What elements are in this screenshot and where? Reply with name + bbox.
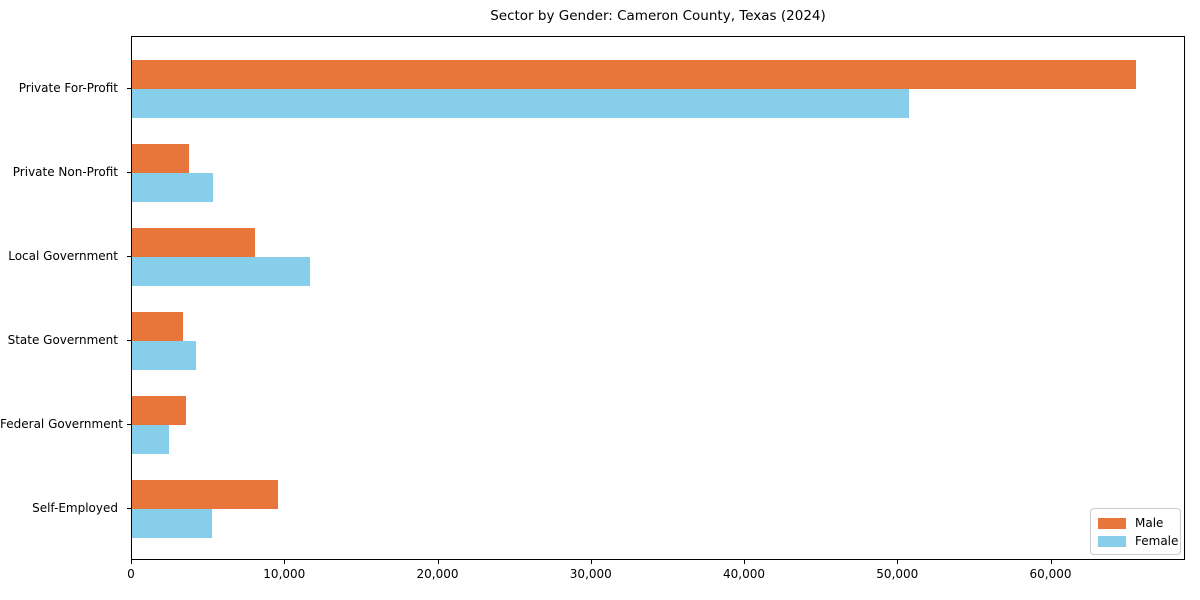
bar-female-4 bbox=[132, 425, 169, 455]
y-tick bbox=[127, 171, 131, 173]
bar-male-4 bbox=[132, 396, 186, 426]
bar-male-0 bbox=[132, 59, 1136, 89]
y-tick bbox=[127, 424, 131, 426]
x-tick-label: 20,000 bbox=[416, 567, 459, 581]
y-tick bbox=[127, 508, 131, 510]
x-tick bbox=[744, 560, 745, 564]
x-tick bbox=[1050, 560, 1052, 564]
x-tick-label: 40,000 bbox=[723, 567, 765, 581]
x-tick bbox=[284, 560, 286, 564]
y-axis-label: Federal Government bbox=[0, 417, 123, 432]
bar-male-2 bbox=[132, 227, 255, 257]
y-axis-label: Private For-Profit bbox=[18, 80, 118, 95]
bar-female-3 bbox=[132, 341, 197, 370]
y-axis-label: Self-Employed bbox=[32, 501, 118, 516]
x-tick bbox=[437, 560, 439, 564]
bar-male-5 bbox=[132, 480, 278, 510]
legend: Male Female bbox=[1090, 508, 1181, 555]
x-tick-label: 30,000 bbox=[569, 567, 612, 581]
x-tick-label: 60,000 bbox=[1029, 567, 1072, 581]
bar-female-5 bbox=[132, 509, 212, 539]
y-tick bbox=[127, 340, 131, 341]
legend-swatch-female bbox=[1098, 535, 1126, 547]
bar-male-3 bbox=[132, 312, 183, 341]
x-tick bbox=[131, 560, 132, 564]
x-tick-label: 0 bbox=[127, 567, 135, 581]
bar-female-0 bbox=[132, 88, 909, 118]
bar-female-1 bbox=[132, 172, 214, 202]
y-axis-label: State Government bbox=[7, 333, 118, 347]
y-axis-label: Private Non-Profit bbox=[12, 164, 118, 179]
plot-area bbox=[131, 36, 1185, 560]
legend-entry-female: Female bbox=[1098, 534, 1178, 548]
x-tick-label: 50,000 bbox=[876, 567, 919, 581]
legend-label-female: Female bbox=[1135, 534, 1179, 548]
bar-female-2 bbox=[132, 256, 310, 286]
chart-title: Sector by Gender: Cameron County, Texas … bbox=[490, 8, 826, 24]
x-tick-label: 10,000 bbox=[263, 567, 306, 581]
x-tick bbox=[897, 560, 899, 564]
y-axis-label: Local Government bbox=[8, 248, 118, 263]
legend-entry-male: Male bbox=[1098, 516, 1172, 530]
y-tick bbox=[127, 255, 131, 257]
x-tick bbox=[590, 560, 592, 564]
legend-swatch-male bbox=[1098, 517, 1126, 529]
y-tick bbox=[127, 87, 131, 89]
bar-male-1 bbox=[132, 143, 189, 173]
legend-label-male: Male bbox=[1135, 516, 1164, 530]
